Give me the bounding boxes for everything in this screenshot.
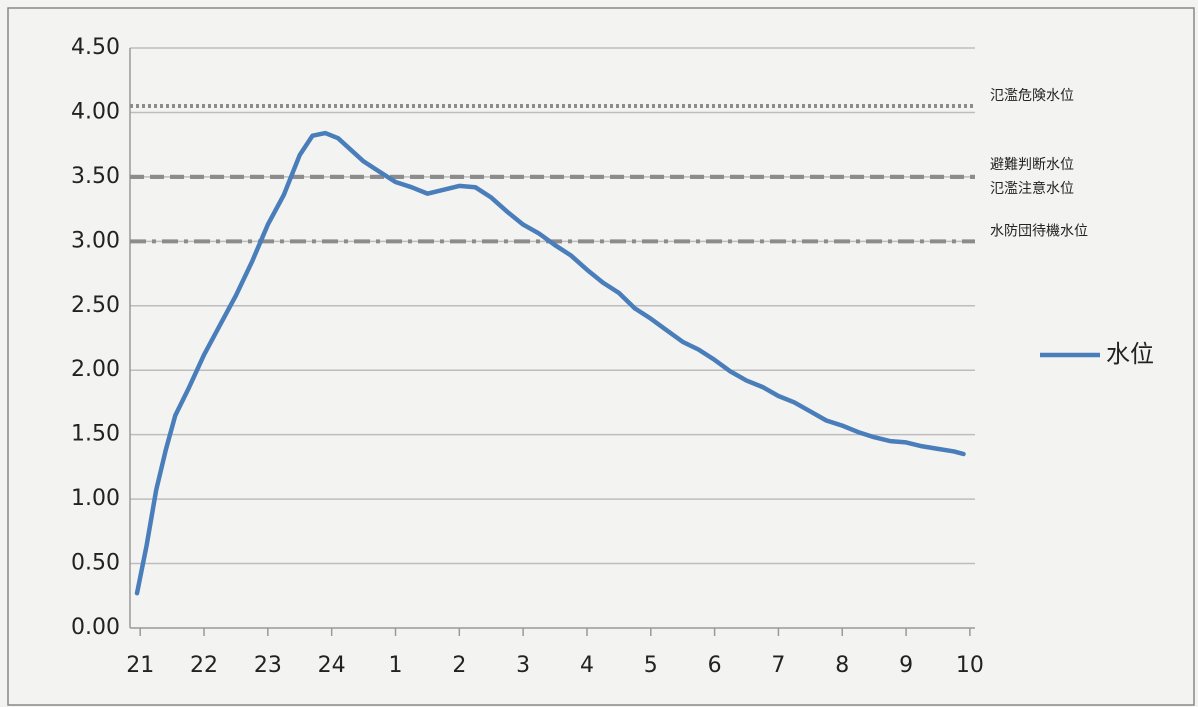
x-tick-label: 21 [126,653,154,678]
data-line [134,130,966,596]
x-tick-label: 1 [388,653,402,678]
x-tick-label: 24 [318,653,346,678]
reference-label: 氾濫危険水位 [990,88,1074,104]
x-tick-label: 22 [190,653,218,678]
x-tick-label: 7 [771,653,785,678]
x-tick-label: 10 [956,653,984,678]
x-tick-label: 5 [644,653,658,678]
reference-label: 避難判断水位 [990,157,1074,173]
x-tick-label: 6 [708,653,722,678]
x-tick-label: 8 [835,653,849,678]
y-tick-label: 4.00 [71,99,120,124]
x-tick-label: 2 [452,653,466,678]
y-tick-label: 4.50 [71,35,120,60]
y-tick-label: 2.00 [71,357,120,382]
x-tick-label: 4 [580,653,594,678]
y-tick-label: 2.50 [71,293,120,318]
y-tick-label: 0.00 [71,615,120,640]
y-tick-label: 3.00 [71,228,120,253]
reference-label: 氾濫注意水位 [990,180,1074,197]
y-tick-label: 0.50 [71,551,120,576]
reference-label: 水防団待機水位 [990,223,1088,239]
legend-label: 水位 [1106,340,1154,368]
y-tick-label: 1.50 [71,422,120,447]
x-tick-label: 23 [254,653,282,678]
y-tick-label: 3.50 [71,164,120,189]
x-tick-label: 3 [516,653,530,678]
chart-border [7,7,1195,706]
y-tick-label: 1.00 [71,486,120,511]
x-tick-label: 9 [899,653,913,678]
